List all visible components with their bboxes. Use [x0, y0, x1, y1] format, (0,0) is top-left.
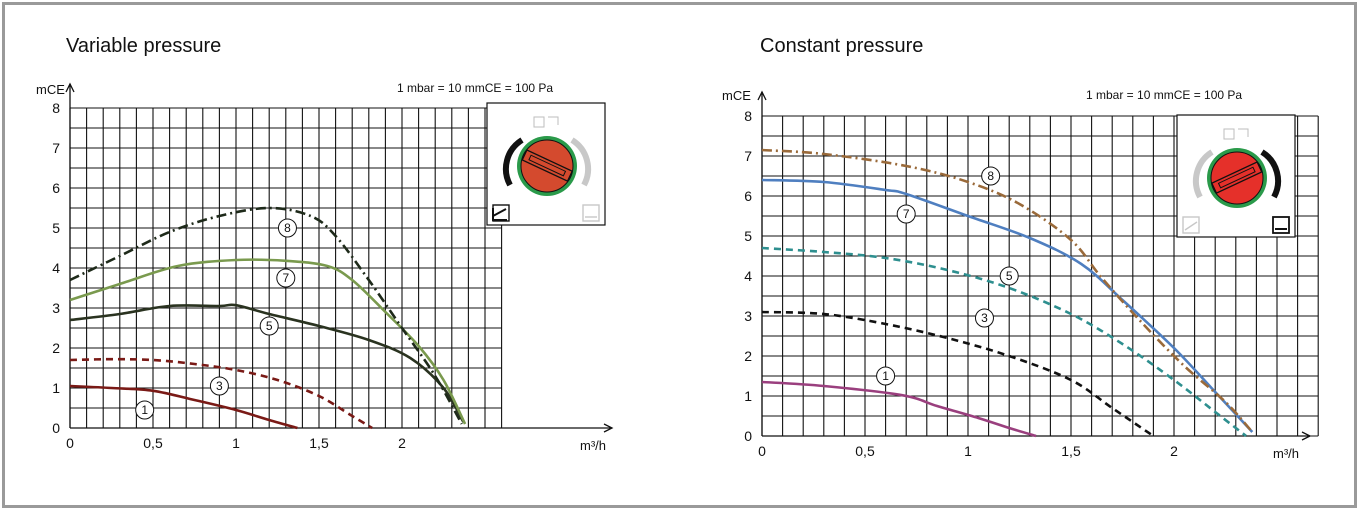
y-tick-label: 0 — [52, 420, 60, 436]
chart-title: Variable pressure — [66, 35, 221, 57]
y-tick-label: 8 — [744, 108, 752, 124]
series-label-8: 8 — [987, 169, 994, 183]
series-label-5: 5 — [266, 319, 273, 333]
y-ticks: 0 1 2 3 4 5 6 7 8 — [744, 108, 752, 444]
y-tick-label: 6 — [744, 188, 752, 204]
x-tick-label: 1 — [232, 435, 240, 451]
x-tick-label: 0 — [758, 443, 766, 459]
series-line-8 — [761, 148, 1254, 433]
y-tick-label: 2 — [52, 340, 60, 356]
series-marker-5 — [259, 316, 279, 336]
x-tick-label: 2 — [398, 435, 406, 451]
series-line-3 — [761, 310, 1155, 438]
series-label-5: 5 — [1006, 269, 1013, 283]
series-marker-1 — [876, 366, 896, 386]
y-tick-label: 6 — [52, 180, 60, 196]
x-axis-arrow-icon — [1301, 431, 1312, 441]
y-ticks: 0 1 2 3 4 5 6 7 8 — [52, 100, 60, 436]
air-purge-icon — [1223, 128, 1249, 140]
series-label-1: 1 — [882, 369, 889, 383]
y-axis-label: mCE — [722, 88, 751, 103]
dial-left-scale — [502, 137, 524, 187]
series-marker-7 — [896, 204, 916, 224]
y-tick-label: 7 — [744, 148, 752, 164]
x-tick-label: 1,5 — [1061, 443, 1081, 459]
series: 1 3 5 7 8 — [69, 206, 467, 430]
dial-left-scale — [1192, 149, 1214, 199]
series-label-3: 3 — [216, 379, 223, 393]
y-axis-label: mCE — [36, 82, 65, 97]
series-line-5 — [761, 246, 1247, 438]
series-marker-8 — [277, 218, 297, 238]
x-tick-label: 0,5 — [143, 435, 163, 451]
y-tick-label: 8 — [52, 100, 60, 116]
dial-pointer — [521, 149, 574, 182]
series-label-7: 7 — [903, 207, 910, 221]
series-label-1: 1 — [141, 403, 148, 417]
x-ticks: 0 0,5 1 1,5 2 — [66, 435, 406, 451]
variable-mode-icon — [1182, 216, 1200, 234]
x-axis-label: m³/h — [1273, 446, 1299, 461]
x-tick-label: 0 — [66, 435, 74, 451]
x-tick-label: 1,5 — [309, 435, 329, 451]
axes — [757, 90, 1312, 441]
constant-mode-icon — [1272, 216, 1290, 234]
unit-note: 1 mbar = 10 mmCE = 100 Pa — [1086, 88, 1242, 102]
x-tick-label: 1 — [964, 443, 972, 459]
dial-pointer — [1210, 161, 1263, 194]
series-marker-3 — [209, 376, 229, 396]
speed-selector-inset — [486, 102, 606, 226]
constant-pressure-panel: Constant pressure 1 mbar = 10 mmCE = 100… — [722, 35, 1319, 461]
y-tick-label: 5 — [744, 228, 752, 244]
x-axis-arrow-icon — [603, 423, 614, 433]
y-axis-arrow-icon — [65, 82, 75, 93]
y-tick-label: 0 — [744, 428, 752, 444]
series-marker-7 — [276, 268, 296, 288]
dial-right-scale — [1260, 149, 1282, 199]
air-purge-icon — [533, 116, 559, 128]
dial-right-scale — [570, 137, 592, 187]
series-line-5 — [69, 303, 465, 423]
series-marker-3 — [974, 308, 994, 328]
y-tick-label: 3 — [744, 308, 752, 324]
series-marker-8 — [981, 166, 1001, 186]
axes — [65, 82, 614, 433]
series-line-1 — [761, 380, 1037, 438]
series-label-7: 7 — [282, 271, 289, 285]
speed-selector-inset — [1176, 114, 1296, 238]
unit-note: 1 mbar = 10 mmCE = 100 Pa — [397, 81, 553, 95]
x-tick-label: 2 — [1170, 443, 1178, 459]
y-tick-label: 2 — [744, 348, 752, 364]
series-line-7 — [69, 258, 467, 425]
series: 1 3 5 7 8 — [761, 148, 1254, 438]
y-tick-label: 1 — [52, 380, 60, 396]
y-tick-label: 4 — [52, 260, 60, 276]
variable-pressure-panel: Variable pressure 1 mbar = 10 mmCE = 100… — [36, 35, 614, 453]
y-tick-label: 5 — [52, 220, 60, 236]
series-marker-5 — [999, 266, 1019, 286]
series-line-8 — [69, 206, 463, 425]
y-tick-label: 7 — [52, 140, 60, 156]
series-marker-1 — [135, 400, 155, 420]
series-line-3 — [69, 357, 373, 430]
y-tick-label: 3 — [52, 300, 60, 316]
series-line-1 — [69, 384, 298, 430]
series-label-8: 8 — [284, 221, 291, 235]
y-tick-label: 4 — [744, 268, 752, 284]
x-ticks: 0 0,5 1 1,5 2 — [758, 443, 1178, 459]
variable-mode-frame — [492, 204, 510, 222]
series-label-3: 3 — [981, 311, 988, 325]
series-line-7 — [761, 178, 1254, 433]
constant-mode-icon — [582, 204, 600, 222]
chart-title: Constant pressure — [760, 35, 923, 57]
y-tick-label: 1 — [744, 388, 752, 404]
x-axis-label: m³/h — [580, 438, 606, 453]
x-tick-label: 0,5 — [855, 443, 875, 459]
y-axis-arrow-icon — [757, 90, 767, 101]
